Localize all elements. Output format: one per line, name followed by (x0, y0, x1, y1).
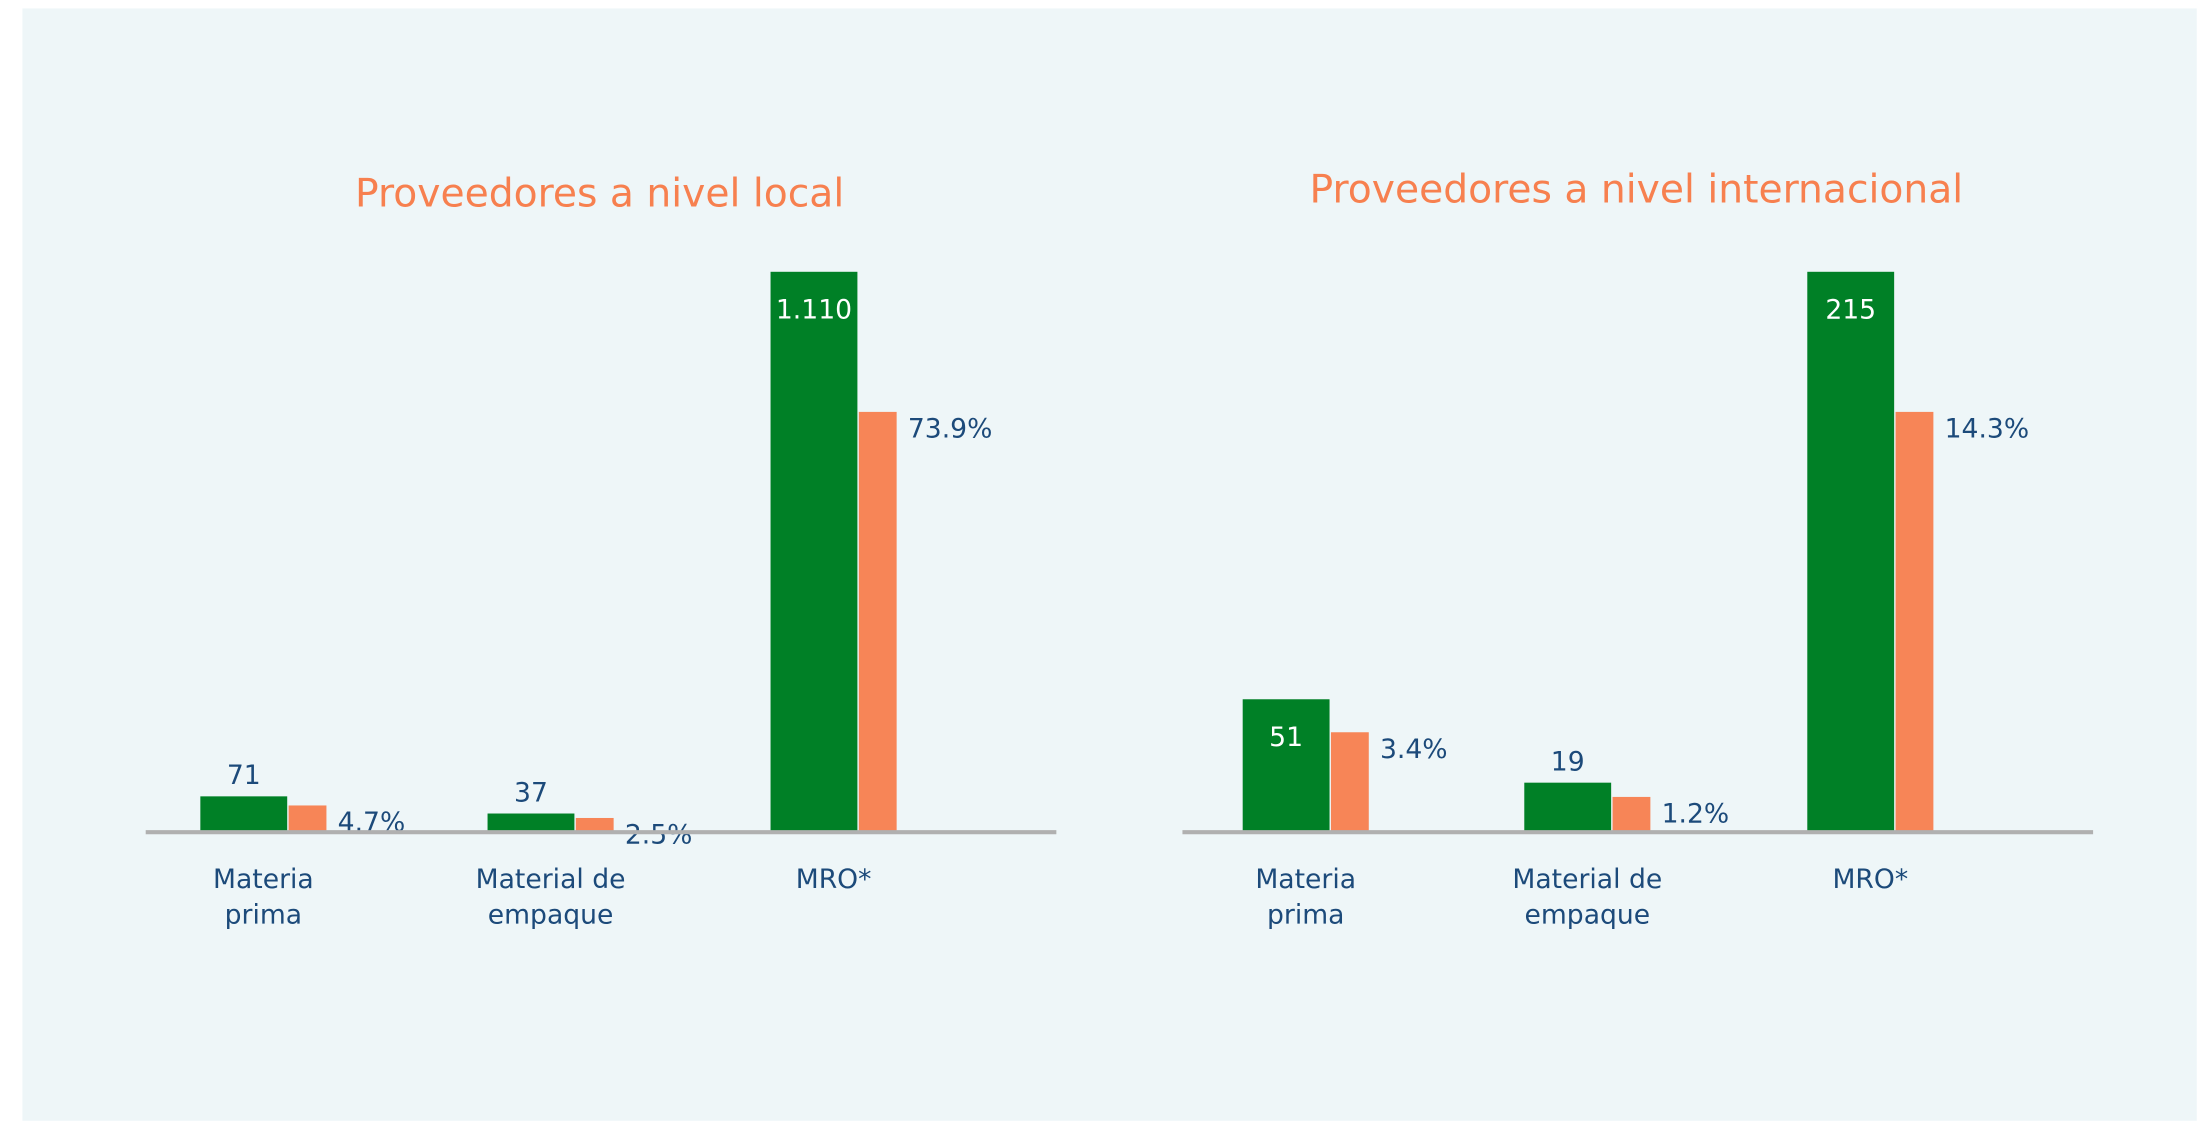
bar (200, 796, 288, 833)
x-tick-label-box: Materia prima (1255, 864, 1357, 931)
x-tick-label-box: MRO* (795, 864, 872, 896)
x-tick-label: Materia prima (1255, 864, 1357, 931)
x-tick-label: Material de empaque (475, 864, 626, 931)
x-tick-label: Materia prima (212, 864, 314, 931)
chart-title: Proveedores a nivel internacional (1310, 167, 1964, 212)
value-label: 1.110 (776, 295, 852, 326)
chart-title: Proveedores a nivel local (355, 172, 844, 217)
value-label: 3.4% (1380, 734, 1448, 765)
value-label: 14.3% (1945, 414, 2030, 445)
bar (1524, 782, 1612, 833)
bar (1895, 411, 1934, 833)
value-label: 2.5% (625, 820, 693, 851)
x-tick-label: MRO* (1832, 864, 1909, 896)
value-label: 71 (227, 760, 261, 791)
bar (487, 813, 575, 833)
bar (575, 817, 614, 833)
value-label: 215 (1825, 295, 1876, 326)
value-label: 19 (1551, 747, 1585, 778)
x-tick-label-box: MRO* (1832, 864, 1909, 896)
x-tick-label-box: Material de empaque (475, 864, 626, 931)
x-tick-label-box: Materia prima (212, 864, 314, 931)
x-tick-label-box: Material de empaque (1512, 864, 1663, 931)
bar (858, 411, 897, 833)
bar (288, 805, 327, 833)
x-tick-label: MRO* (795, 864, 872, 896)
bar (1242, 699, 1330, 833)
value-label: 73.9% (908, 414, 993, 445)
bar (1330, 732, 1369, 833)
value-label: 37 (514, 777, 548, 808)
bar (770, 271, 858, 833)
value-label: 51 (1269, 722, 1303, 753)
bar (1807, 271, 1895, 833)
x-tick-label: Material de empaque (1512, 864, 1663, 931)
bar (1612, 796, 1651, 833)
value-label: 1.2% (1662, 799, 1730, 830)
